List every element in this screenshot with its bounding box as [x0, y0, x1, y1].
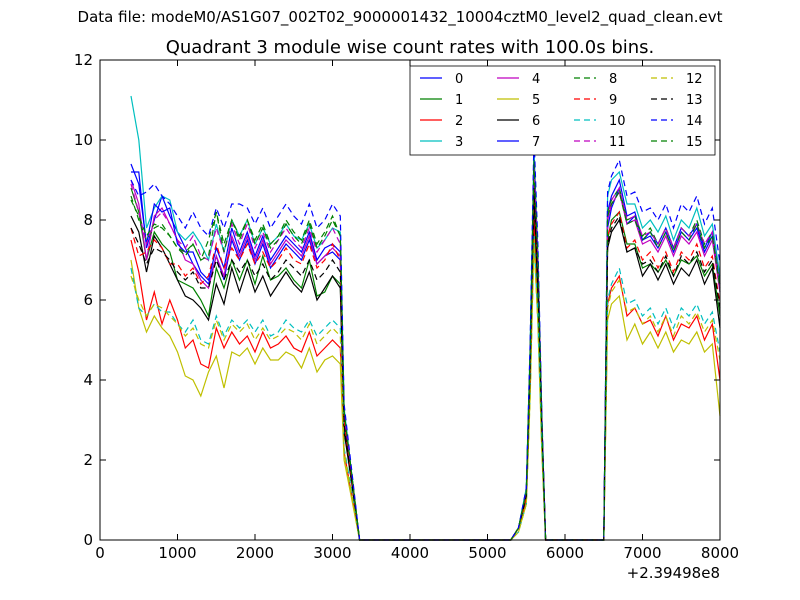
- legend-label-7: 7: [532, 135, 540, 150]
- series-line-3: [130, 95, 721, 541]
- x-tick-label: 3000: [313, 544, 351, 562]
- legend-label-11: 11: [609, 135, 626, 150]
- y-tick-label: 10: [74, 131, 93, 149]
- series-line-15: [130, 163, 721, 541]
- x-tick-label: 7000: [623, 544, 661, 562]
- x-offset-label: +2.39498e8: [627, 564, 720, 582]
- y-tick-label: 2: [83, 451, 93, 469]
- y-tick-label: 0: [83, 531, 93, 549]
- figure-suptitle: Data file: modeM0/AS1G07_002T02_90000014…: [77, 8, 723, 26]
- series-line-11: [130, 163, 721, 541]
- series-line-12: [130, 243, 721, 541]
- legend-label-4: 4: [532, 72, 540, 87]
- legend-label-10: 10: [609, 114, 626, 129]
- legend-label-1: 1: [455, 93, 463, 108]
- y-tick-label: 4: [83, 371, 93, 389]
- x-tick-label: 5000: [468, 544, 506, 562]
- series-line-14: [130, 135, 721, 541]
- y-tick-label: 12: [74, 51, 93, 69]
- legend-label-9: 9: [609, 93, 617, 108]
- series-line-4: [130, 167, 721, 541]
- legend-label-13: 13: [686, 93, 703, 108]
- series-line-1: [130, 187, 721, 541]
- chart-title: Quadrant 3 module wise count rates with …: [165, 37, 655, 58]
- series-line-13: [130, 187, 721, 541]
- series-line-10: [130, 235, 721, 541]
- series-line-5: [130, 235, 721, 541]
- axis-ticks: 0 1000 2000 3000 4000 5000 6000 7000 80000246810…: [74, 51, 739, 562]
- x-tick-label: 1000: [158, 544, 196, 562]
- legend-label-8: 8: [609, 72, 617, 87]
- legend-box: [409, 65, 716, 156]
- x-tick-label: 6000: [546, 544, 584, 562]
- legend-label-2: 2: [455, 114, 463, 129]
- x-tick-label: 4000: [391, 544, 429, 562]
- plot-lines: [130, 95, 721, 541]
- legend-label-5: 5: [532, 93, 540, 108]
- series-line-7: [130, 163, 721, 541]
- y-tick-label: 8: [83, 211, 93, 229]
- legend-label-12: 12: [686, 72, 703, 87]
- x-tick-label: 8000: [701, 544, 739, 562]
- x-tick-label: 2000: [236, 544, 274, 562]
- legend-label-0: 0: [455, 72, 463, 87]
- x-tick-label: 0: [95, 544, 105, 562]
- y-tick-label: 6: [83, 291, 93, 309]
- series-line-2: [130, 219, 721, 541]
- legend-label-15: 15: [686, 135, 703, 150]
- legend-label-14: 14: [686, 114, 703, 129]
- legend-label-6: 6: [532, 114, 540, 129]
- legend-label-3: 3: [455, 135, 463, 150]
